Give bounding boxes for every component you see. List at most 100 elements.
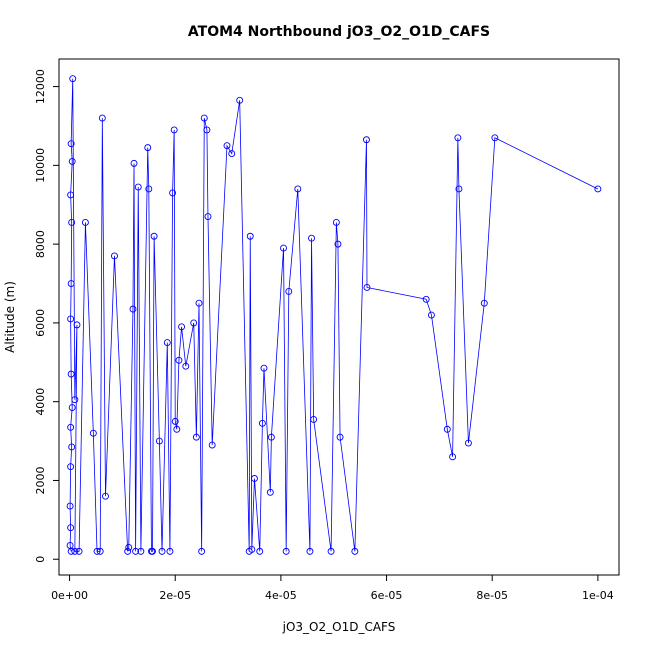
- data-point: [173, 425, 181, 433]
- x-tick-label: 1e-04: [582, 589, 614, 602]
- data-point: [332, 219, 340, 226]
- data-point: [464, 439, 472, 447]
- data-point: [171, 417, 179, 425]
- data-point: [155, 437, 163, 445]
- y-tick-label: 8000: [34, 230, 47, 258]
- data-point: [204, 213, 212, 221]
- data-point: [170, 126, 178, 134]
- data-point: [203, 126, 211, 134]
- data-point: [158, 547, 166, 555]
- data-point: [150, 232, 158, 240]
- y-axis-label: Altitude (m): [3, 281, 17, 353]
- series-layer: [66, 75, 602, 555]
- data-point: [198, 547, 206, 555]
- x-tick-label: 6e-05: [371, 589, 403, 602]
- data-point: [223, 142, 231, 150]
- data-point: [285, 287, 293, 295]
- data-point: [310, 415, 318, 423]
- data-point: [491, 134, 499, 142]
- data-point: [280, 244, 287, 252]
- y-tick-label: 4000: [34, 388, 47, 416]
- data-point: [163, 339, 171, 347]
- data-point: [178, 323, 186, 331]
- data-point: [73, 321, 81, 329]
- data-point: [449, 453, 457, 461]
- data-point: [111, 252, 118, 260]
- data-point: [71, 396, 79, 404]
- x-tick-label: 8e-05: [476, 589, 508, 602]
- x-tick-label: 4e-05: [265, 589, 297, 602]
- data-point: [144, 144, 152, 152]
- data-point: [67, 524, 75, 532]
- data-point: [93, 547, 101, 555]
- data-point: [96, 547, 104, 555]
- data-point: [208, 441, 216, 449]
- data-point: [190, 319, 198, 327]
- data-point: [182, 362, 190, 370]
- data-point: [67, 140, 75, 148]
- x-axis: 0e+00 2e-05 4e-05 6e-05 8e-05 1e-04: [51, 574, 614, 602]
- y-tick-label: 10000: [34, 148, 47, 183]
- data-point: [137, 547, 145, 555]
- data-point: [129, 305, 137, 313]
- y-tick-label: 0: [34, 556, 47, 563]
- data-point: [68, 157, 76, 165]
- data-point: [66, 542, 74, 549]
- data-point: [67, 423, 75, 431]
- data-point: [169, 189, 177, 197]
- data-point: [327, 547, 335, 555]
- data-point: [294, 185, 302, 193]
- data-point: [306, 547, 314, 555]
- data-point: [480, 299, 488, 307]
- data-point: [67, 370, 75, 378]
- data-point: [68, 219, 76, 226]
- data-point: [454, 134, 462, 142]
- data-point: [363, 284, 371, 291]
- data-point: [267, 433, 275, 441]
- data-point: [192, 433, 200, 441]
- data-point: [455, 185, 463, 193]
- data-point: [124, 547, 132, 555]
- data-point: [67, 280, 75, 287]
- series-line: [69, 78, 599, 552]
- x-tick-label: 0e+00: [51, 589, 88, 602]
- data-point: [266, 488, 274, 496]
- x-axis-label: jO3_O2_O1D_CAFS: [282, 620, 396, 634]
- data-point: [81, 219, 89, 226]
- data-point: [166, 547, 174, 555]
- data-point: [258, 419, 266, 427]
- data-point: [125, 543, 133, 551]
- data-point: [200, 114, 208, 122]
- data-point: [334, 240, 342, 248]
- data-point: [68, 443, 76, 451]
- x-tick-label: 2e-05: [159, 589, 191, 602]
- chart-title: ATOM4 Northbound jO3_O2_O1D_CAFS: [188, 24, 490, 40]
- data-point: [594, 185, 602, 193]
- data-point: [251, 475, 258, 482]
- data-point: [67, 315, 75, 323]
- data-point: [102, 492, 109, 500]
- data-point: [236, 96, 244, 104]
- data-point: [66, 502, 74, 510]
- data-point: [256, 547, 264, 555]
- data-point: [149, 547, 156, 555]
- data-point: [363, 136, 370, 144]
- y-tick-label: 2000: [34, 466, 47, 494]
- data-point: [175, 356, 183, 364]
- data-point: [246, 232, 254, 240]
- data-point: [75, 547, 83, 555]
- y-axis: 0 2000 4000 6000 8000 10000 12000: [34, 69, 60, 563]
- data-point: [71, 547, 79, 555]
- data-point: [351, 547, 359, 555]
- data-point: [130, 159, 138, 167]
- data-point: [89, 429, 97, 437]
- data-point: [308, 234, 315, 242]
- data-point: [195, 299, 203, 307]
- data-point: [260, 364, 268, 372]
- data-point: [422, 295, 430, 303]
- data-point: [248, 545, 256, 553]
- data-point: [282, 547, 290, 555]
- data-point: [134, 183, 142, 191]
- data-point: [145, 185, 153, 193]
- y-tick-label: 6000: [34, 309, 47, 337]
